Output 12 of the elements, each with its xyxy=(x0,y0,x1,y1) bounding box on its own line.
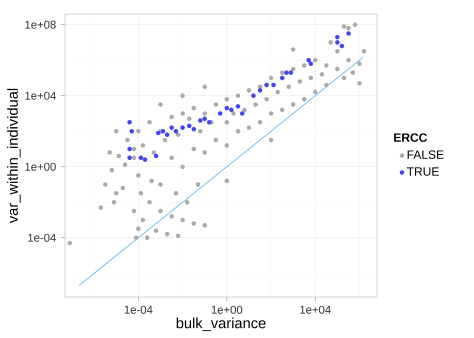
y-axis-title: var_within_individual xyxy=(7,88,21,224)
x-tick-label: 1e+04 xyxy=(300,306,331,314)
x-tick-label: 1e-04 xyxy=(124,306,153,314)
y-tick-label: 1e+00 xyxy=(25,162,56,171)
legend-title: ERCC xyxy=(394,133,428,142)
legend-label: TRUE xyxy=(406,167,439,176)
legend-label: FALSE xyxy=(408,150,444,159)
y-tick-label: 1e-04 xyxy=(28,234,56,242)
y-tick-label: 1e+04 xyxy=(25,92,56,100)
x-tick-label: 1e+00 xyxy=(212,306,242,314)
x-axis-title: bulk_variance xyxy=(176,318,266,332)
y-tick-label: 1e+08 xyxy=(25,20,56,29)
